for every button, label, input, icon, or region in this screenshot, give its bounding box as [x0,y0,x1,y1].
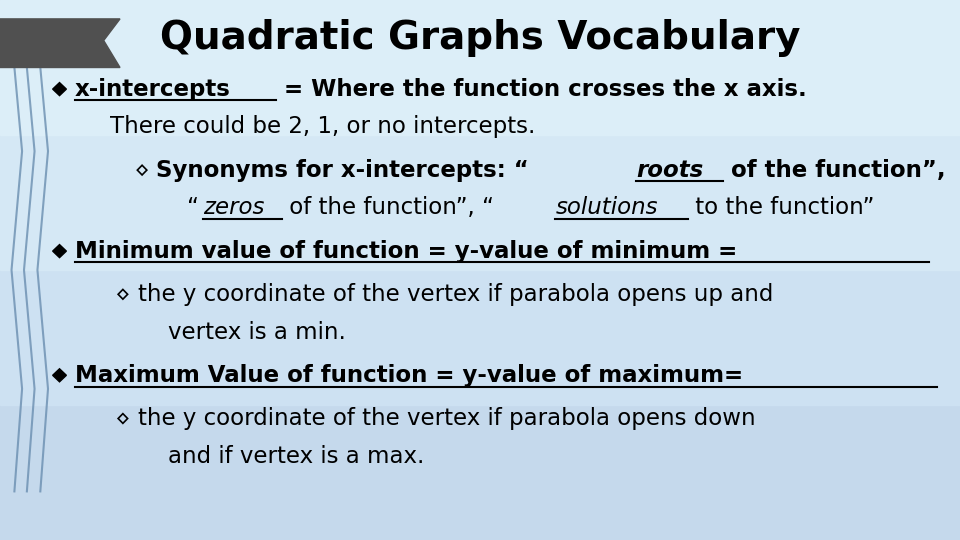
Polygon shape [53,245,66,258]
Polygon shape [53,83,66,96]
Text: Synonyms for x-intercepts: “: Synonyms for x-intercepts: “ [156,159,528,181]
Text: to the function”: to the function” [687,197,874,219]
Text: “: “ [187,197,200,219]
Bar [0,135,960,270]
Text: Quadratic Graphs Vocabulary: Quadratic Graphs Vocabulary [159,19,801,57]
Text: = Where the function crosses the x axis.: = Where the function crosses the x axis. [276,78,806,100]
Text: There could be 2, 1, or no intercepts.: There could be 2, 1, or no intercepts. [110,116,536,138]
Text: Minimum value of function = y-value of minimum =: Minimum value of function = y-value of m… [75,240,737,262]
Polygon shape [0,19,120,68]
Text: zeros: zeros [203,197,264,219]
Text: solutions: solutions [556,197,658,219]
Text: of the function”, “: of the function”, “ [282,197,493,219]
Text: the y coordinate of the vertex if parabola opens up and: the y coordinate of the vertex if parabo… [138,283,774,306]
Text: roots: roots [636,159,704,181]
Text: the y coordinate of the vertex if parabola opens down: the y coordinate of the vertex if parabo… [138,407,756,430]
Bar [0,270,960,405]
Text: and if vertex is a max.: and if vertex is a max. [168,445,424,468]
Text: x-intercepts: x-intercepts [75,78,230,100]
Text: Maximum Value of function = y-value of maximum=: Maximum Value of function = y-value of m… [75,364,743,387]
Text: vertex is a min.: vertex is a min. [168,321,346,343]
Text: of the function”,: of the function”, [723,159,946,181]
Bar [0,0,960,135]
Bar [0,405,960,540]
Polygon shape [53,369,66,382]
